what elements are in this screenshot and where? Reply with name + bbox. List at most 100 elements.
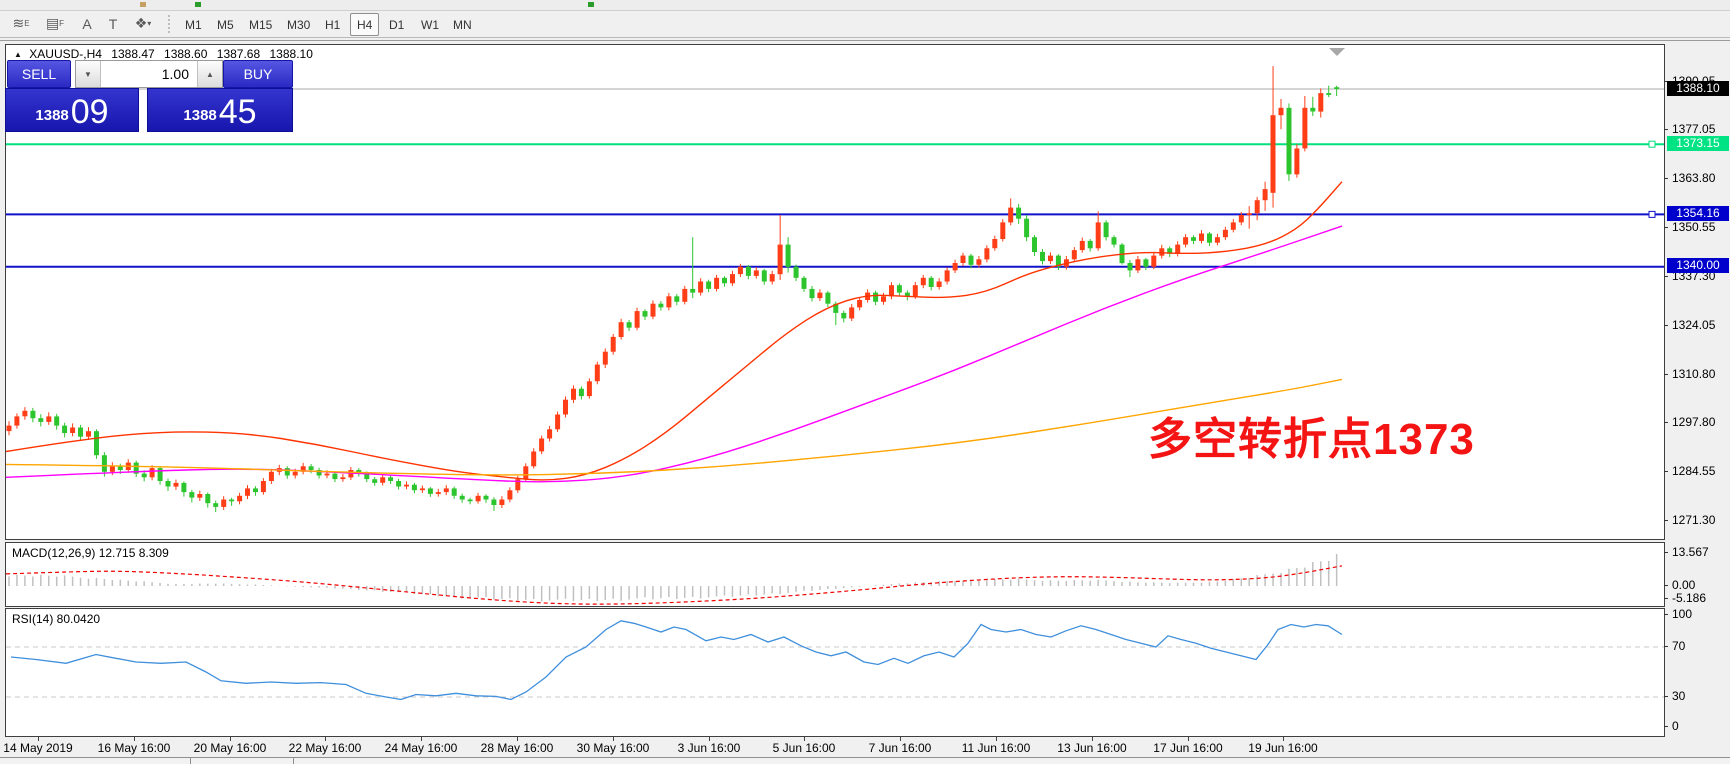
axis-tick-label: 1284.55 — [1672, 463, 1716, 478]
ohlc-low: 1387.68 — [216, 47, 261, 61]
arrows-icon[interactable]: ❖ ▾ — [134, 15, 152, 31]
time-axis[interactable]: 14 May 2019 16 May 16:00 20 May 16:00 22 Ma… — [0, 737, 1730, 757]
time-axis-label: 20 May 16:00 — [193, 741, 267, 755]
price-badge: 1354.16 — [1667, 205, 1729, 221]
time-axis-tick — [1188, 737, 1189, 741]
timeframe-button-w1[interactable]: W1 — [421, 17, 439, 32]
collapse-arrow-icon[interactable]: ▲ — [14, 50, 22, 59]
axis-tick-label: 13.567 — [1672, 545, 1709, 560]
time-axis-tick — [517, 737, 518, 741]
time-axis-label: 24 May 16:00 — [384, 741, 458, 755]
sell-price-display[interactable]: 1388 09 — [5, 88, 139, 132]
axis-tick — [1664, 177, 1668, 179]
window-divider — [0, 40, 1730, 41]
buy-price-big: 45 — [218, 93, 257, 131]
time-axis-label: 30 May 16:00 — [576, 741, 650, 755]
volume-input[interactable] — [101, 61, 197, 87]
price-axis[interactable]: 1390.051377.051363.801350.551337.301324.… — [1664, 40, 1730, 763]
time-axis-tick — [804, 737, 805, 741]
time-axis-tick — [900, 737, 901, 741]
axis-tick — [1664, 552, 1668, 554]
sell-button[interactable]: SELL — [7, 60, 71, 88]
time-axis-tick — [1283, 737, 1284, 741]
timeframe-button-h1[interactable]: H1 — [325, 17, 341, 32]
axis-tick — [1664, 470, 1668, 472]
timeframe-button-mn[interactable]: MN — [453, 17, 472, 32]
buy-button[interactable]: BUY — [223, 60, 293, 88]
buy-price-small: 1388 — [183, 107, 217, 124]
timeframe-button-m5[interactable]: M5 — [217, 17, 234, 32]
axis-tick-label: 70 — [1672, 639, 1686, 653]
chart-annotation-text: 多空转折点1373 — [1148, 415, 1475, 464]
timeframe-button-m15[interactable]: M15 — [249, 17, 273, 32]
axis-tick — [1664, 614, 1668, 615]
timeframe-button-d1[interactable]: D1 — [389, 17, 405, 32]
ohlc-close: 1388.10 — [269, 47, 313, 61]
axis-tick-label: 1324.05 — [1672, 317, 1716, 332]
volume-stepper: ▼ ▲ — [75, 60, 223, 88]
time-axis-tick — [134, 737, 135, 741]
time-axis-label: 22 May 16:00 — [288, 741, 362, 755]
clipped-status-row — [0, 757, 1730, 764]
style-pencil-icon[interactable]: ≋ E — [12, 15, 30, 31]
timeframe-button-m30[interactable]: M30 — [287, 17, 311, 32]
time-axis-tick — [421, 737, 422, 741]
axis-tick-label: -5.186 — [1672, 590, 1707, 605]
axis-tick — [1664, 128, 1668, 130]
ohlc-open: 1388.47 — [111, 47, 155, 61]
macd-label: MACD(12,26,9) 12.715 8.309 — [12, 546, 169, 560]
axis-tick-label: 0 — [1672, 719, 1679, 733]
time-axis-label: 16 May 16:00 — [97, 741, 171, 755]
time-axis-label: 11 Jun 16:00 — [961, 741, 1031, 755]
axis-tick — [1664, 421, 1668, 423]
axis-tick-label: 100 — [1672, 607, 1693, 621]
axis-tick — [1664, 519, 1668, 521]
axis-tick — [1664, 275, 1668, 277]
timeframe-button-h4[interactable]: H4 — [350, 13, 380, 36]
sell-price-big: 09 — [70, 93, 109, 131]
axis-tick-label: 1350.55 — [1672, 219, 1716, 234]
time-axis-tick — [325, 737, 326, 741]
text-box-icon[interactable]: T — [108, 15, 118, 32]
rsi-indicator-panel[interactable] — [5, 608, 1665, 737]
axis-tick-label: 1297.80 — [1672, 414, 1716, 429]
axis-tick — [1664, 726, 1668, 727]
time-axis-tick — [38, 737, 39, 741]
time-axis-tick — [613, 737, 614, 741]
time-axis-tick — [996, 737, 997, 741]
chart-title: ▲ XAUUSD-,H4 1388.47 1388.60 1387.68 138… — [14, 47, 319, 61]
axis-tick-label: 1271.30 — [1672, 512, 1716, 527]
axis-tick — [1664, 585, 1668, 586]
time-axis-label: 14 May 2019 — [3, 741, 73, 755]
text-label-icon[interactable]: A — [82, 15, 92, 32]
price-badge: 1373.15 — [1667, 135, 1729, 151]
clipped-icon — [195, 2, 201, 7]
axis-tick — [1664, 324, 1668, 326]
macd-indicator-panel[interactable] — [5, 542, 1665, 607]
axis-tick-label: 1363.80 — [1672, 170, 1716, 185]
axis-tick-label: 1377.05 — [1672, 121, 1716, 136]
axis-tick — [1664, 373, 1668, 375]
time-axis-label: 17 Jun 16:00 — [1153, 741, 1223, 755]
time-axis-label: 19 Jun 16:00 — [1248, 741, 1318, 755]
fibonacci-icon[interactable]: ▤ F — [45, 15, 65, 31]
axis-tick — [1664, 80, 1668, 82]
time-axis-label: 28 May 16:00 — [480, 741, 554, 755]
time-axis-tick — [230, 737, 231, 741]
time-axis-tick — [709, 737, 710, 741]
time-axis-label: 13 Jun 16:00 — [1057, 741, 1127, 755]
time-axis-tick — [1092, 737, 1093, 741]
symbol-period: XAUUSD-,H4 — [29, 47, 102, 61]
status-divider — [190, 758, 191, 764]
toolbar-separator — [168, 15, 170, 33]
volume-increase-button[interactable]: ▲ — [197, 61, 222, 87]
buy-price-display[interactable]: 1388 45 — [147, 88, 293, 132]
volume-decrease-button[interactable]: ▼ — [76, 61, 101, 87]
axis-tick — [1664, 696, 1668, 697]
timeframe-button-m1[interactable]: M1 — [185, 17, 202, 32]
status-divider — [293, 758, 294, 764]
price-badge: 1340.00 — [1667, 258, 1729, 274]
axis-tick — [1664, 597, 1668, 599]
axis-tick-label: 1310.80 — [1672, 366, 1716, 381]
axis-tick-label: 30 — [1672, 689, 1686, 703]
